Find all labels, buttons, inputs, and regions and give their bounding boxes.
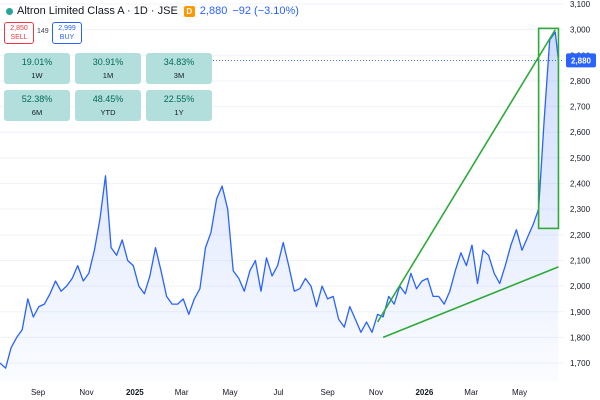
performance-cell[interactable]: 30.91% 1M	[75, 53, 141, 84]
y-tick-label: 2,300	[570, 205, 591, 214]
x-tick-label: Mar	[175, 388, 189, 397]
price-area-fill	[0, 32, 559, 381]
performance-period: 1Y	[174, 108, 184, 117]
y-tick-label: 2,400	[570, 180, 591, 189]
performance-cell[interactable]: 19.01% 1W	[4, 53, 70, 84]
market-status-icon	[6, 7, 13, 15]
buy-button[interactable]: 2,999 BUY	[52, 22, 82, 44]
performance-cell[interactable]: 48.45% YTD	[75, 90, 141, 121]
x-tick-label: Nov	[79, 388, 93, 397]
last-price: 2,880	[199, 5, 228, 17]
x-tick-label: Sep	[320, 388, 335, 397]
x-tick-label: 2026	[415, 388, 433, 397]
y-tick-label: 2,500	[570, 154, 591, 163]
performance-value: 52.38%	[21, 94, 53, 104]
x-tick-label: May	[222, 388, 237, 397]
performance-value: 30.91%	[92, 57, 124, 67]
y-tick-label: 2,200	[570, 231, 591, 240]
sell-price: 2,850	[10, 25, 28, 32]
x-tick-label: May	[512, 388, 527, 397]
y-tick-label: 2,800	[570, 77, 591, 86]
y-tick-label: 1,900	[570, 308, 591, 317]
y-tick-label: 2,000	[570, 282, 591, 291]
y-tick-label: 1,700	[570, 359, 591, 368]
price-line	[0, 31, 560, 369]
performance-widget: 19.01% 1W 30.91% 1M 34.83% 3M 52.38% 6M 48.4…	[4, 53, 212, 121]
x-tick-label: 2025	[126, 388, 144, 397]
dividend-icon[interactable]: D	[183, 5, 195, 17]
performance-cell[interactable]: 34.83% 3M	[146, 53, 212, 84]
performance-value: 22.55%	[163, 94, 195, 104]
x-tick-label: Mar	[464, 388, 478, 397]
performance-value: 34.83%	[163, 57, 195, 67]
y-tick-label: 2,700	[570, 103, 591, 112]
trendline	[376, 29, 556, 323]
x-tick-label: Sep	[31, 388, 46, 397]
performance-period: 1W	[31, 71, 43, 80]
symbol-title[interactable]: Altron Limited Class A · 1D · JSE	[17, 5, 178, 17]
last-price-tag-label: 2,880	[571, 56, 592, 65]
y-tick-label: 3,100	[570, 0, 591, 9]
y-tick-label: 3,000	[570, 26, 591, 35]
y-tick-label: 1,800	[570, 333, 591, 342]
x-tick-label: Nov	[369, 388, 383, 397]
performance-cell[interactable]: 52.38% 6M	[4, 90, 70, 121]
y-tick-label: 2,600	[570, 128, 591, 137]
performance-value: 48.45%	[92, 94, 124, 104]
performance-period: 6M	[31, 108, 43, 117]
performance-value: 19.01%	[21, 57, 53, 67]
last-price-tag-bg	[566, 53, 596, 68]
performance-period: YTD	[100, 108, 116, 117]
buy-label: BUY	[59, 34, 75, 41]
performance-period: 1M	[102, 71, 114, 80]
last-price-tag: 2,880	[566, 53, 596, 68]
symbol-header[interactable]: Altron Limited Class A · 1D · JSE D 2,88…	[4, 2, 299, 20]
sell-label: SELL	[10, 34, 28, 41]
sell-button[interactable]: 2,850 SELL	[4, 22, 34, 44]
x-tick-label: Jul	[273, 388, 283, 397]
trendline	[382, 266, 559, 339]
highlight-rectangle	[537, 27, 560, 230]
y-tick-label: 2,100	[570, 256, 591, 265]
buy-price: 2,999	[58, 25, 76, 32]
performance-cell[interactable]: 22.55% 1Y	[146, 90, 212, 121]
drawings[interactable]	[376, 27, 560, 339]
spread-value: 149	[37, 28, 49, 35]
price-change: −92 (−3.10%)	[232, 5, 299, 17]
x-axis[interactable]: Sep Nov 2025 Mar May Jul Sep Nov 2026 Mar May	[31, 388, 527, 397]
performance-period: 3M	[173, 71, 185, 80]
